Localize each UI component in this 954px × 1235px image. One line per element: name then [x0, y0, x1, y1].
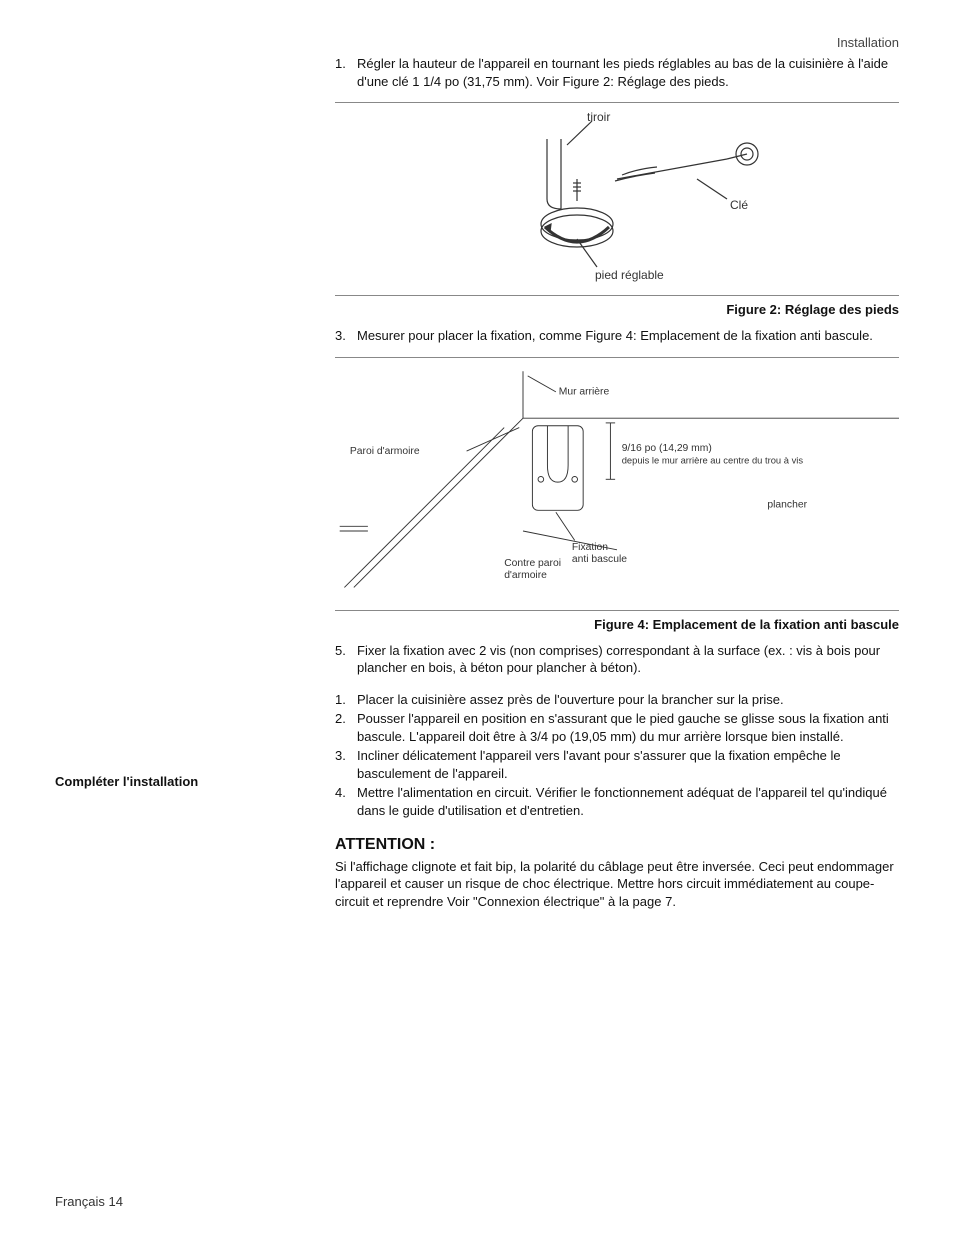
page-footer: Français 14: [55, 1194, 123, 1209]
label-mur: Mur arrière: [559, 386, 610, 397]
adjustable-foot-diagram: tiroir Clé pied réglable: [427, 109, 807, 284]
label-pied: pied réglable: [595, 268, 664, 282]
list-item: 3. Mesurer pour placer la fixation, comm…: [335, 327, 899, 345]
label-dim-sub: depuis le mur arrière au centre du trou …: [622, 454, 804, 465]
sidebar-complete-label: Compléter l'installation: [55, 774, 198, 789]
label-cle: Clé: [730, 198, 748, 212]
step-number: 1.: [335, 55, 357, 90]
step-text: Mettre l'alimentation en circuit. Vérifi…: [357, 784, 899, 819]
step-number: 3.: [335, 327, 357, 345]
attention-body: Si l'affichage clignote et fait bip, la …: [335, 858, 899, 911]
figure-2-svg-wrap: Mur arrière Paroi d'armoire 9/16 po (14,…: [335, 364, 899, 604]
label-fixation: Fixation: [572, 541, 608, 552]
label-contre1: Contre paroi: [504, 557, 561, 568]
label-tiroir: tiroir: [587, 110, 610, 124]
attention-heading: ATTENTION :: [335, 836, 899, 854]
list-item: 1. Placer la cuisinière assez près de l'…: [335, 691, 899, 709]
label-dim: 9/16 po (14,29 mm): [622, 443, 712, 454]
step-text: Régler la hauteur de l'appareil en tourn…: [357, 55, 899, 90]
figure-1: tiroir Clé pied réglable Figure 2: Régla…: [335, 102, 899, 317]
figure-2: Mur arrière Paroi d'armoire 9/16 po (14,…: [335, 357, 899, 632]
steps-a: 1. Régler la hauteur de l'appareil en to…: [335, 55, 899, 90]
figure-rule: [335, 295, 899, 296]
figure-1-svg-wrap: tiroir Clé pied réglable: [335, 109, 899, 289]
label-fixation2: anti bascule: [572, 554, 627, 565]
anti-tip-bracket-diagram: Mur arrière Paroi d'armoire 9/16 po (14,…: [335, 364, 899, 604]
label-plancher: plancher: [767, 499, 807, 510]
step-text: Placer la cuisinière assez près de l'ouv…: [357, 691, 899, 709]
content-column: 1. Régler la hauteur de l'appareil en to…: [335, 55, 899, 910]
list-item: 2. Pousser l'appareil en position en s'a…: [335, 710, 899, 745]
list-item: 5. Fixer la fixation avec 2 vis (non com…: [335, 642, 899, 677]
list-item: 4. Mettre l'alimentation en circuit. Vér…: [335, 784, 899, 819]
page: Installation Compléter l'installation 1.…: [0, 0, 954, 1235]
figure-2-caption: Figure 4: Emplacement de la fixation ant…: [335, 617, 899, 632]
list-item: 3. Incliner délicatement l'appareil vers…: [335, 747, 899, 782]
step-number: 3.: [335, 747, 357, 782]
step-text: Incliner délicatement l'appareil vers l'…: [357, 747, 899, 782]
step-number: 1.: [335, 691, 357, 709]
figure-rule: [335, 610, 899, 611]
list-item: 1. Régler la hauteur de l'appareil en to…: [335, 55, 899, 90]
step-number: 5.: [335, 642, 357, 677]
figure-1-caption: Figure 2: Réglage des pieds: [335, 302, 899, 317]
section-header: Installation: [837, 35, 899, 50]
figure-rule: [335, 102, 899, 103]
step-number: 4.: [335, 784, 357, 819]
label-contre2: d'armoire: [504, 570, 547, 581]
steps-d: 1. Placer la cuisinière assez près de l'…: [335, 691, 899, 820]
label-paroi: Paroi d'armoire: [350, 446, 420, 457]
steps-b: 3. Mesurer pour placer la fixation, comm…: [335, 327, 899, 345]
steps-c: 5. Fixer la fixation avec 2 vis (non com…: [335, 642, 899, 677]
step-text: Pousser l'appareil en position en s'assu…: [357, 710, 899, 745]
step-text: Fixer la fixation avec 2 vis (non compri…: [357, 642, 899, 677]
step-number: 2.: [335, 710, 357, 745]
step-text: Mesurer pour placer la fixation, comme F…: [357, 327, 899, 345]
figure-rule: [335, 357, 899, 358]
